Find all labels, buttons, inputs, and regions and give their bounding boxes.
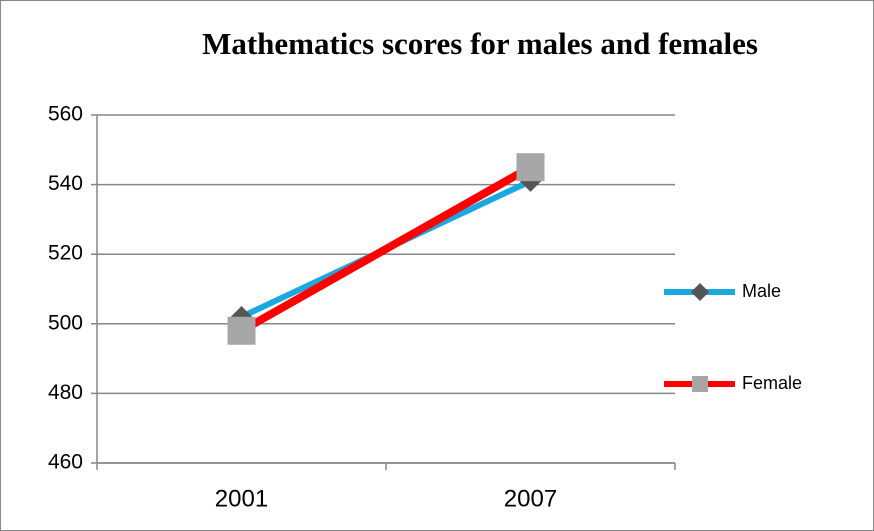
- x-tick-label: 2001: [215, 485, 268, 512]
- legend-label: Female: [742, 373, 802, 393]
- y-tick-label: 560: [48, 103, 83, 126]
- y-tick-label: 480: [48, 381, 83, 404]
- legend-marker: [691, 283, 709, 301]
- series-marker: [227, 316, 256, 345]
- legend-marker: [692, 376, 708, 392]
- chart-title: Mathematics scores for males and females: [202, 26, 758, 61]
- y-tick-label: 500: [48, 311, 83, 334]
- series-marker: [516, 153, 545, 182]
- y-tick-label: 540: [48, 172, 83, 195]
- y-tick-label: 460: [48, 451, 83, 474]
- legend-label: Male: [742, 281, 781, 301]
- series-line: [239, 163, 533, 335]
- x-tick-label: 2007: [504, 485, 557, 512]
- y-tick-label: 520: [48, 242, 83, 265]
